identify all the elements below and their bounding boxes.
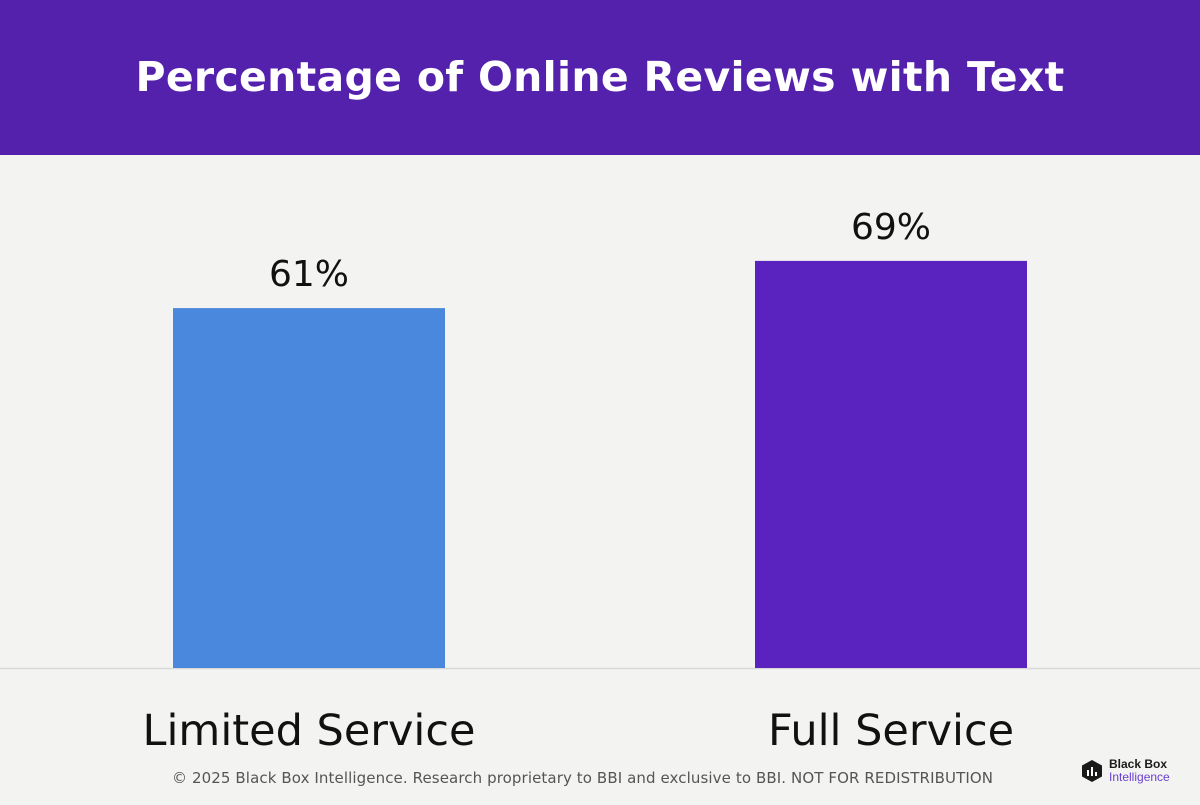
copyright-notice: © 2025 Black Box Intelligence. Research … — [172, 769, 994, 787]
data-label-limited-service: 61% — [269, 254, 349, 295]
data-label-full-service: 69% — [851, 207, 931, 248]
category-label-limited-service: Limited Service — [143, 706, 476, 756]
brand-logo: Black Box Intelligence — [1080, 756, 1170, 786]
category-label-full-service: Full Service — [768, 706, 1014, 756]
bar-full-service — [755, 260, 1027, 668]
bar-chart: 61% Limited Service 69% Full Service — [0, 207, 1200, 756]
black-box-cube-icon — [1082, 760, 1102, 782]
logo-name-line2: Intelligence — [1109, 770, 1170, 784]
logo-name-line1: Black Box — [1109, 757, 1168, 771]
chart-title: Percentage of Online Reviews with Text — [135, 52, 1065, 101]
plot-area: 61% Limited Service 69% Full Service — [0, 155, 1200, 805]
chart-header: Percentage of Online Reviews with Text — [0, 0, 1200, 155]
bar-limited-service — [173, 308, 445, 668]
